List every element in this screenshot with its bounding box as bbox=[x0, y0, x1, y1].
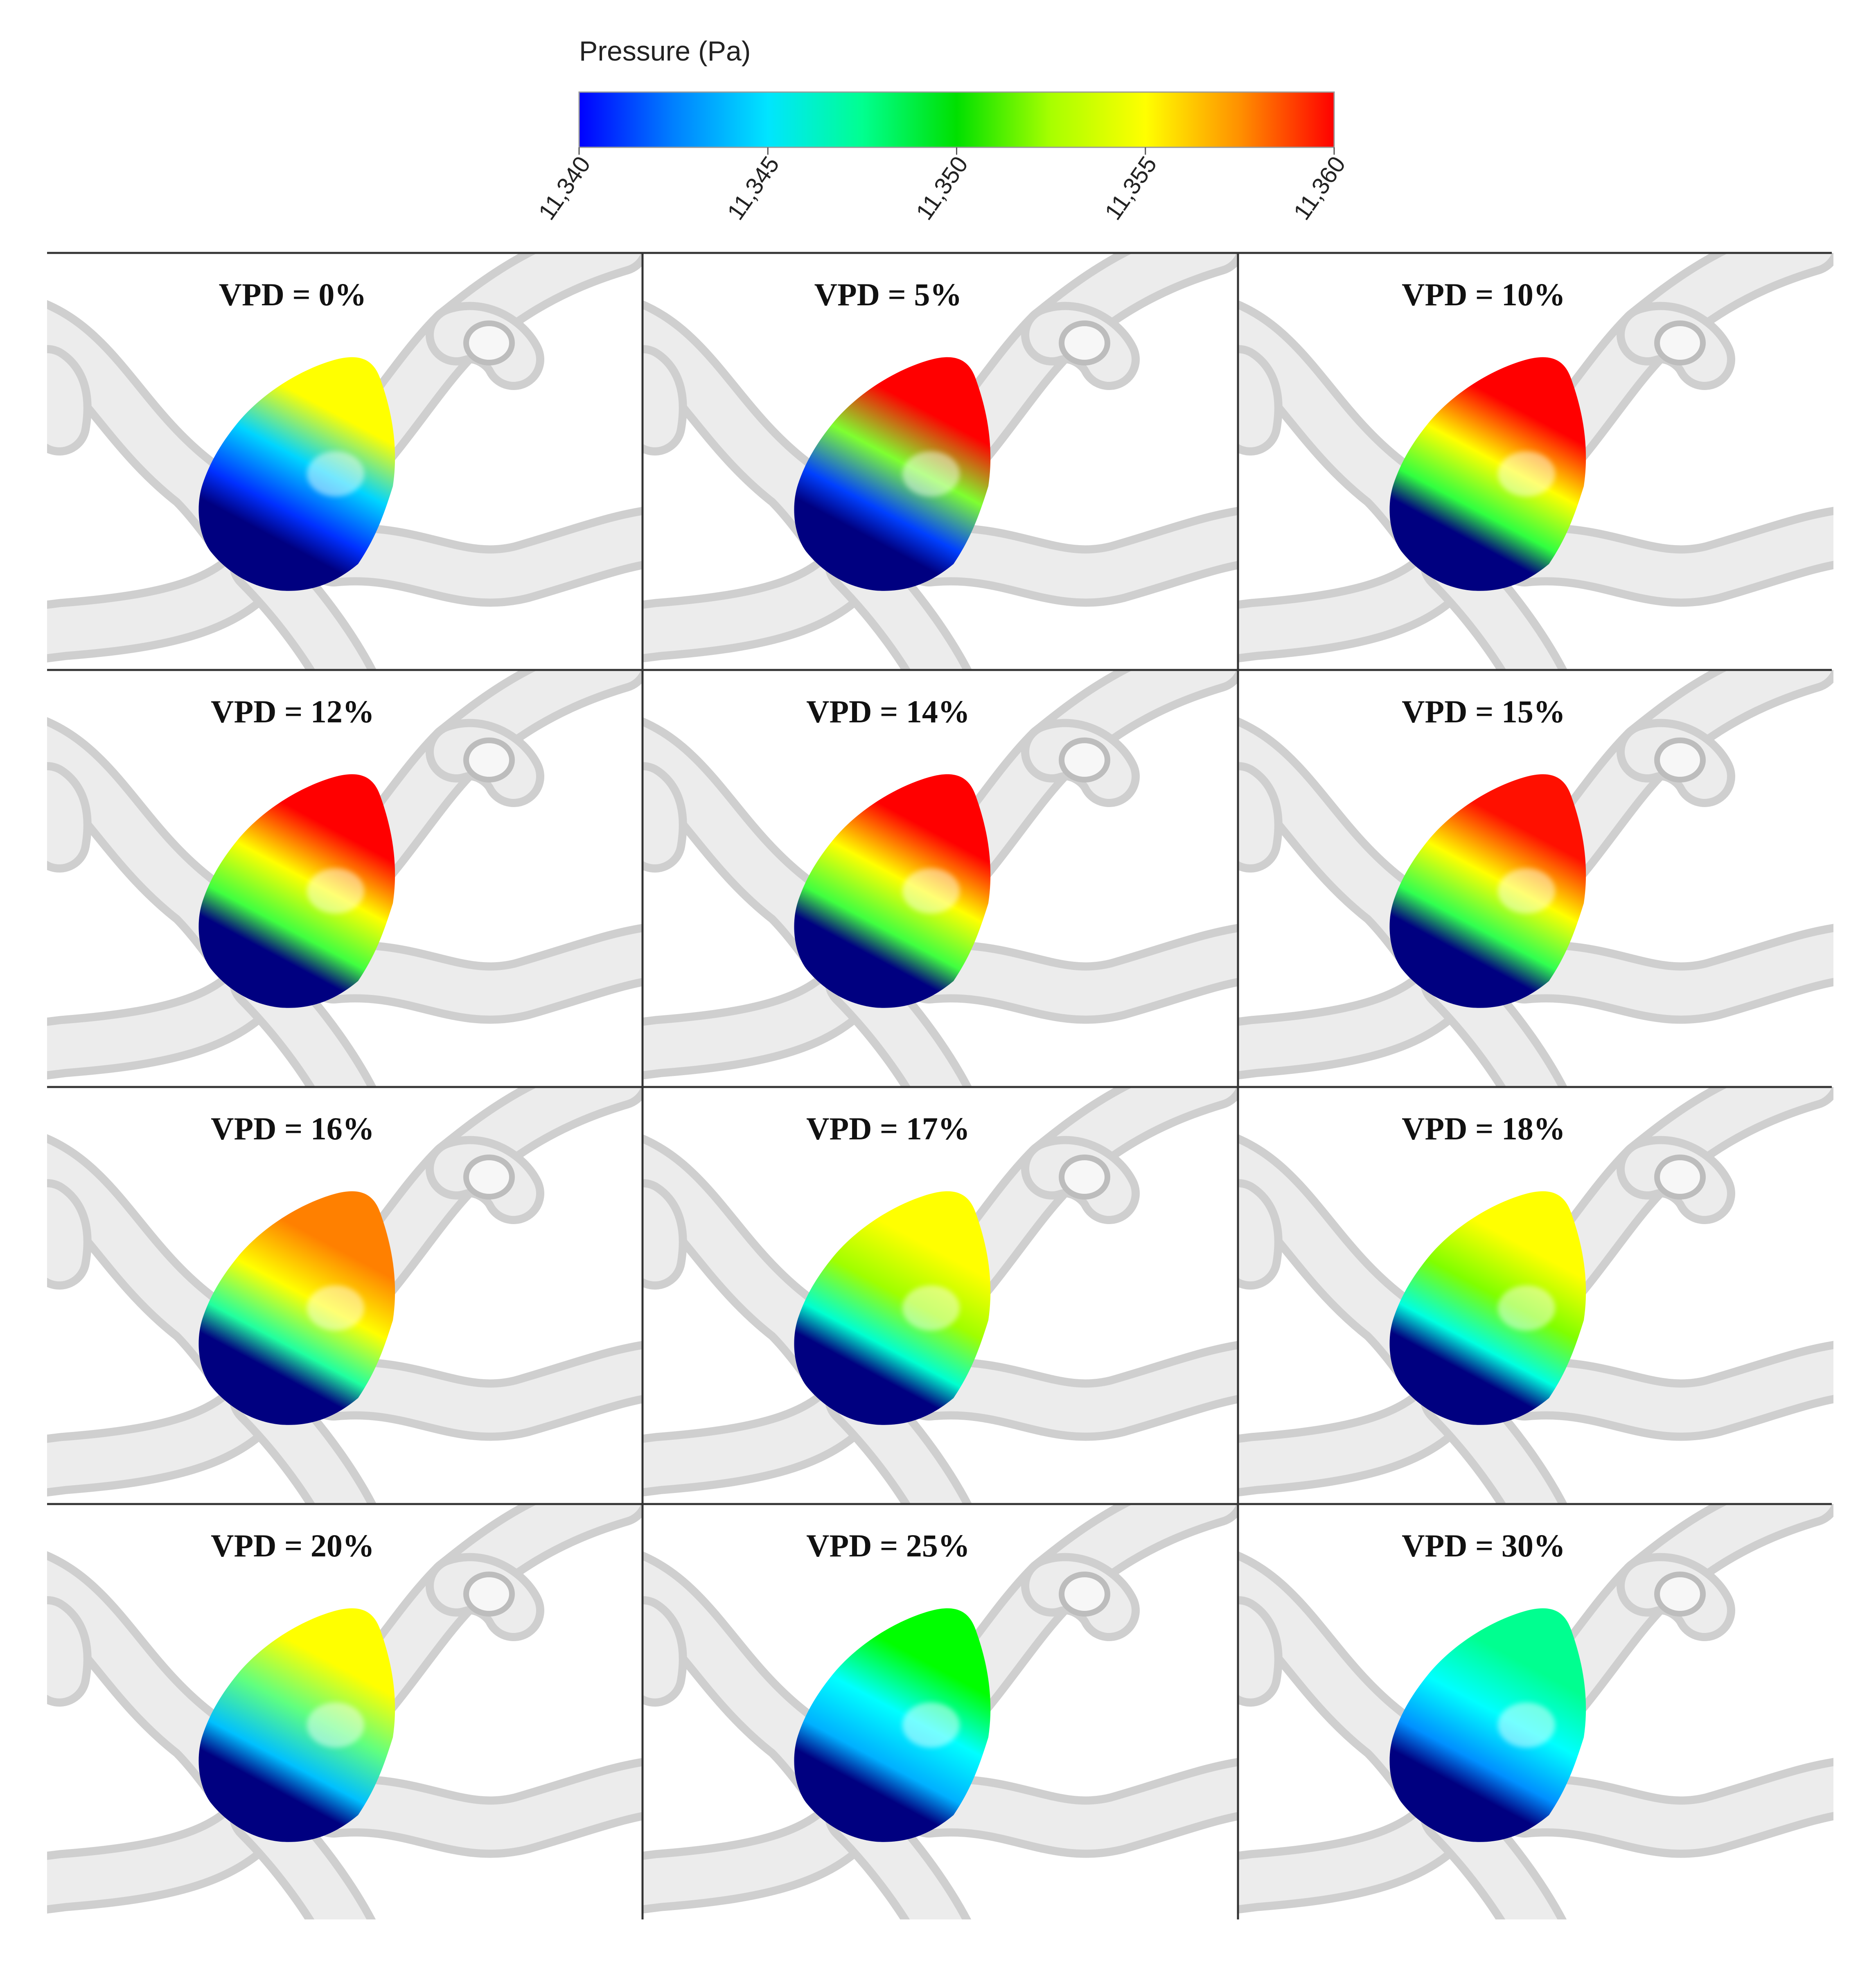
vpd-panel: VPD = 0% bbox=[47, 253, 643, 670]
colorbar-ticks: 11,340 11,345 11,350 11,355 11,360 bbox=[533, 147, 1351, 225]
aneurysm-sac bbox=[198, 774, 395, 1008]
vpd-label: VPD = 5% bbox=[814, 277, 962, 312]
vpd-label: VPD = 0% bbox=[219, 277, 367, 312]
vpd-label: VPD = 16% bbox=[211, 1111, 374, 1146]
vpd-label: VPD = 14% bbox=[806, 694, 970, 729]
vessel-opening bbox=[1059, 1572, 1110, 1617]
aneurysm-sac bbox=[794, 357, 991, 591]
sac-highlight bbox=[1498, 451, 1555, 496]
vpd-panel: VPD = 10% bbox=[1238, 253, 1833, 670]
aneurysm-sac bbox=[1389, 1608, 1586, 1842]
vpd-panel: VPD = 15% bbox=[1238, 670, 1833, 1087]
color-legend: Pressure (Pa) 11,340 11,345 11,350 11,355 11… bbox=[533, 36, 1351, 225]
sac-highlight bbox=[902, 451, 960, 496]
vpd-panel: VPD = 16% bbox=[47, 1087, 643, 1504]
sac-highlight bbox=[1498, 1703, 1555, 1748]
vpd-label: VPD = 17% bbox=[806, 1111, 970, 1146]
sac-highlight bbox=[307, 451, 364, 496]
vessel-opening bbox=[463, 320, 515, 365]
sac-highlight bbox=[902, 1703, 960, 1748]
vpd-panel: VPD = 30% bbox=[1238, 1504, 1833, 1919]
vessel-tree bbox=[1238, 670, 1833, 1087]
aneurysm-sac bbox=[1389, 774, 1586, 1008]
legend-title: Pressure (Pa) bbox=[579, 36, 751, 67]
vessel-opening bbox=[1059, 320, 1110, 365]
sac-highlight bbox=[1498, 1285, 1555, 1331]
vpd-label: VPD = 30% bbox=[1402, 1528, 1565, 1563]
vessel-opening bbox=[1654, 1572, 1706, 1617]
colorbar bbox=[578, 91, 1335, 148]
aneurysm-sac bbox=[198, 1191, 395, 1425]
vpd-panel: VPD = 20% bbox=[47, 1504, 643, 1919]
vpd-label: VPD = 20% bbox=[211, 1528, 374, 1563]
vessel-opening bbox=[1654, 1155, 1706, 1200]
vpd-label: VPD = 15% bbox=[1402, 694, 1565, 729]
vessel-opening bbox=[463, 1155, 515, 1200]
vessel-tree bbox=[47, 1087, 643, 1504]
sac-highlight bbox=[307, 868, 364, 913]
vpd-panel: VPD = 25% bbox=[643, 1504, 1238, 1919]
sac-highlight bbox=[307, 1285, 364, 1331]
vpd-panel: VPD = 14% bbox=[643, 670, 1238, 1087]
vessel-opening bbox=[1059, 1155, 1110, 1200]
sac-highlight bbox=[902, 1285, 960, 1331]
tick-label: 11,355 bbox=[1100, 151, 1162, 225]
aneurysm-sac bbox=[794, 1191, 991, 1425]
vessel-opening bbox=[1654, 320, 1706, 365]
vpd-label: VPD = 12% bbox=[211, 694, 374, 729]
sac-highlight bbox=[1498, 868, 1555, 913]
vpd-label: VPD = 25% bbox=[806, 1528, 970, 1563]
grid-lines bbox=[47, 252, 1832, 1919]
vessel-opening bbox=[1654, 737, 1706, 783]
sac-highlight bbox=[902, 868, 960, 913]
tick-label: 11,360 bbox=[1288, 151, 1351, 225]
aneurysm-sac bbox=[794, 774, 991, 1008]
vessel-opening bbox=[463, 737, 515, 783]
vpd-panel: VPD = 17% bbox=[643, 1087, 1238, 1504]
aneurysm-sac bbox=[794, 1608, 991, 1842]
vpd-panel: VPD = 5% bbox=[643, 253, 1238, 670]
vpd-panel: VPD = 18% bbox=[1238, 1087, 1833, 1504]
tick-label: 11,340 bbox=[533, 151, 596, 225]
aneurysm-sac bbox=[198, 357, 395, 591]
aneurysm-sac bbox=[198, 1608, 395, 1842]
vpd-label: VPD = 10% bbox=[1402, 277, 1565, 312]
tick-label: 11,350 bbox=[911, 151, 974, 225]
aneurysm-sac bbox=[1389, 357, 1586, 591]
panel-grid: VPD = 0% VPD = 5% VPD = 10% VPD = 12% VPD = … bbox=[47, 253, 1833, 1919]
tick-label: 11,345 bbox=[722, 151, 785, 225]
vessel-opening bbox=[463, 1572, 515, 1617]
vessel-opening bbox=[1059, 737, 1110, 783]
sac-highlight bbox=[307, 1703, 364, 1748]
vpd-panel: VPD = 12% bbox=[47, 670, 643, 1087]
aneurysm-sac bbox=[1389, 1191, 1586, 1425]
vpd-label: VPD = 18% bbox=[1402, 1111, 1565, 1146]
